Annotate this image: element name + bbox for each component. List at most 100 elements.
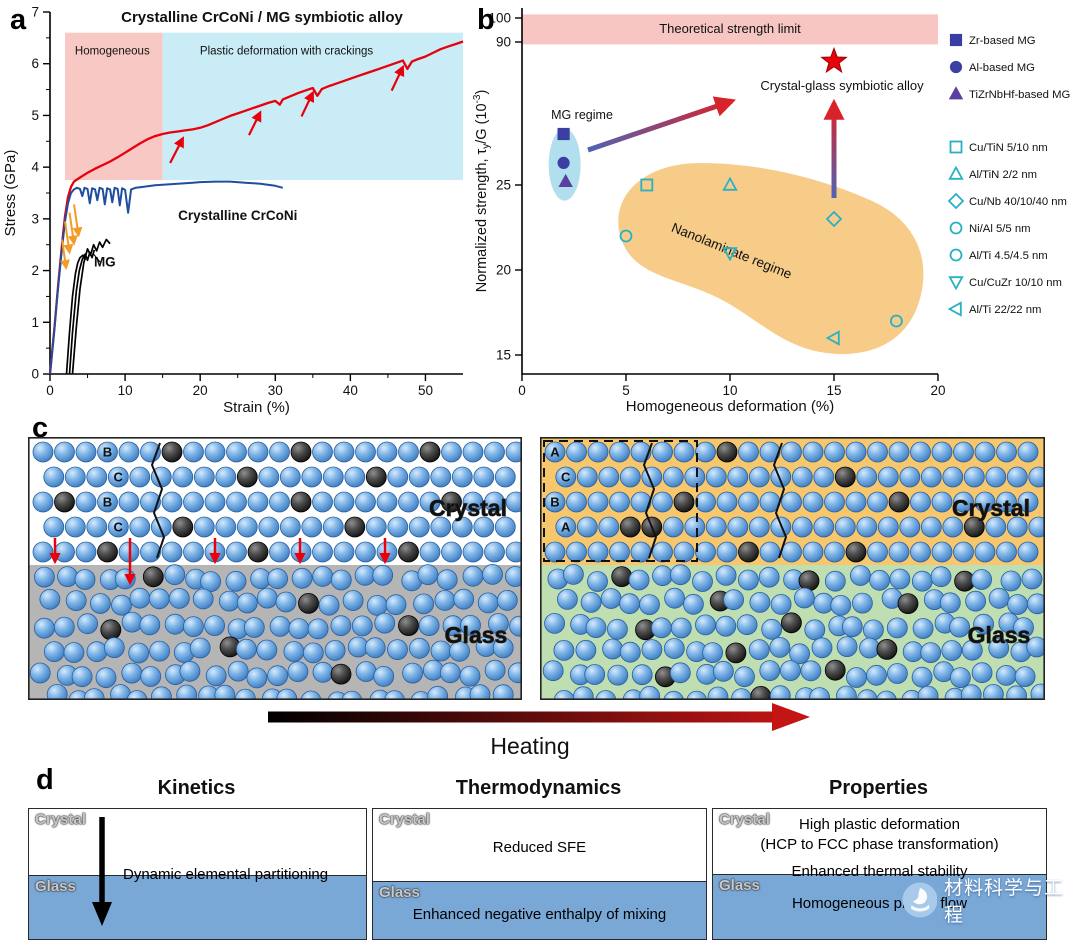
matrix-atom xyxy=(639,685,661,700)
matrix-atom xyxy=(705,466,727,488)
matrix-atom xyxy=(150,516,172,538)
chart-a-body: Homogeneous Plastic deformation with crac… xyxy=(2,5,464,416)
matrix-atom xyxy=(492,684,514,700)
matrix-atom xyxy=(312,565,334,587)
matrix-atom xyxy=(322,466,344,488)
glass-label: Glass xyxy=(968,622,1031,648)
matrix-atom xyxy=(215,466,237,488)
legend-item: Al-based MG xyxy=(949,60,1035,74)
matrix-atom xyxy=(226,491,247,513)
matrix-atom xyxy=(888,541,910,563)
matrix-atom xyxy=(374,612,396,634)
matrix-atom xyxy=(441,541,462,563)
matrix-atom xyxy=(949,667,971,689)
matrix-atom xyxy=(402,662,424,684)
matrix-atom xyxy=(910,541,931,563)
matrix-atom xyxy=(910,441,931,463)
matrix-atom xyxy=(172,466,194,488)
kinetics-text: Dynamic elemental partitioning xyxy=(123,866,329,883)
matrix-atom xyxy=(258,516,280,538)
matrix-atom xyxy=(54,541,75,563)
matrix-atom xyxy=(663,638,685,659)
matrix-atom xyxy=(32,491,54,513)
matrix-atom xyxy=(630,491,652,513)
heating-arrow xyxy=(268,703,810,731)
stacking-layer-label: C xyxy=(114,520,124,535)
matrix-atom xyxy=(566,441,587,463)
nanolaminate-region xyxy=(618,163,924,355)
panel-c-letter: c xyxy=(32,412,49,444)
crystal-atoms xyxy=(32,441,522,563)
matrix-atom xyxy=(960,684,982,700)
matrix-atom xyxy=(859,637,880,659)
kinetics-title: Kinetics xyxy=(157,777,236,799)
matrix-atom xyxy=(769,685,791,700)
matrix-atom xyxy=(736,614,758,636)
matrix-atom xyxy=(193,516,215,538)
matrix-atom xyxy=(439,662,461,684)
symbiotic-alloy-star xyxy=(820,46,848,74)
matrix-atom xyxy=(494,466,516,488)
matrix-atom xyxy=(566,491,587,513)
matrix-atom xyxy=(836,636,858,658)
matrix-atom xyxy=(931,441,953,463)
matrix-atom xyxy=(1026,636,1045,658)
legend-label: Cu/CuZr 10/10 nm xyxy=(969,277,1062,289)
glass-atoms xyxy=(542,563,1045,700)
matrix-atom xyxy=(366,594,388,616)
matrix-atom xyxy=(727,466,749,488)
panel-a-letter: a xyxy=(10,4,27,36)
matrix-atom xyxy=(662,466,684,488)
matrix-atom xyxy=(387,466,409,488)
legend-item: Al/TiN 2/2 nm xyxy=(948,165,1037,181)
matrix-atom xyxy=(727,516,749,538)
legend-item: TiZrNbHf-based MG xyxy=(948,86,1070,101)
svg-text:15: 15 xyxy=(826,383,841,398)
matrix-atom xyxy=(183,441,204,463)
matrix-atom xyxy=(664,587,686,609)
matrix-atom xyxy=(107,516,129,538)
matrix-atom xyxy=(899,516,921,538)
matrix-atom xyxy=(834,516,856,538)
matrix-atom xyxy=(651,617,672,639)
matrix-atom xyxy=(372,564,394,586)
matrix-atom xyxy=(770,593,792,615)
solute-atom xyxy=(344,516,366,538)
matrix-atom xyxy=(845,491,867,513)
watermark-text: 材料科学与工程 xyxy=(943,878,1064,926)
matrix-atom xyxy=(43,466,65,488)
matrix-atom xyxy=(312,491,333,513)
matrix-atom xyxy=(451,466,473,488)
matrix-atom xyxy=(877,466,899,488)
matrix-atom xyxy=(65,590,87,612)
legend-label: TiZrNbHf-based MG xyxy=(969,89,1070,101)
legend-label: Ni/Al 5/5 nm xyxy=(969,223,1031,235)
matrix-atom xyxy=(312,661,334,683)
svg-text:25: 25 xyxy=(496,178,511,193)
matrix-atom xyxy=(484,659,506,681)
matrix-atom xyxy=(607,664,629,686)
matrix-atom xyxy=(33,566,55,588)
matrix-atom xyxy=(164,564,186,586)
legend-item: Zr-based MG xyxy=(949,33,1036,47)
matrix-atom xyxy=(385,594,407,616)
matrix-atom xyxy=(430,516,452,538)
matrix-atom xyxy=(886,617,908,639)
series-MG-3 xyxy=(71,238,111,375)
matrix-atom xyxy=(354,564,376,586)
matrix-atom xyxy=(856,516,878,538)
matrix-atom xyxy=(920,516,942,538)
matrix-atom xyxy=(824,441,845,463)
stacking-fault-line xyxy=(642,442,658,559)
matrix-atom xyxy=(641,639,663,661)
matrix-atom xyxy=(849,565,871,586)
matrix-atom xyxy=(652,541,673,563)
matrix-atom xyxy=(418,615,440,637)
matrix-atom xyxy=(189,637,211,659)
matrix-atom xyxy=(86,466,108,488)
matrix-atom xyxy=(269,441,290,463)
matrix-atom xyxy=(734,666,755,688)
matrix-atom xyxy=(1013,617,1034,639)
wechat-logo-icon xyxy=(902,882,937,918)
